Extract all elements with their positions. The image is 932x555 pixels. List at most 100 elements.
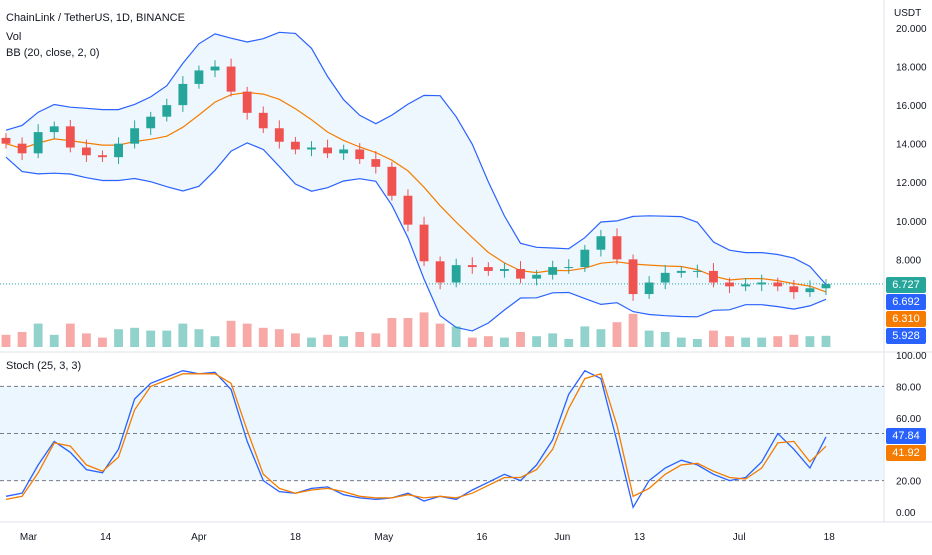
candle-body [805,288,815,293]
bb-upper-line [5,31,827,285]
volume-bar [33,323,43,347]
bb-upper-badge: 6.692 [886,294,926,310]
candle-body [483,267,493,271]
time-tick-label: Apr [191,532,207,543]
candle-body [130,128,140,144]
volume-bar [258,327,268,347]
volume-bar [146,330,156,347]
volume-bar [290,333,300,347]
candle-body [33,132,43,154]
volume-bar [596,329,606,347]
bb-lower-badge: 5.928 [886,328,926,344]
volume-bar [580,326,590,347]
volume-bar [242,323,252,347]
volume-legend[interactable]: Vol [6,31,22,43]
candle-body [371,159,381,167]
candle-body [49,126,59,133]
volume-bar [789,334,799,347]
candle-body [741,284,751,287]
candle-body [81,147,91,156]
candle-body [644,282,654,295]
volume-bar [387,318,397,347]
grid-layer [0,0,932,523]
stoch-tick-label: 60.00 [896,414,921,425]
candle-body [709,270,718,283]
price-tick-label: 20.000 [896,24,927,35]
price-tick-label: 14.000 [896,140,927,151]
candle-body [194,70,204,84]
volume-bar [17,332,27,347]
volume-bar [355,332,365,347]
time-tick-label: Mar [20,532,38,543]
currency-label: USDT [894,8,922,19]
candle-body [210,66,220,71]
candle-body [596,236,606,250]
candle-body [290,141,300,150]
last-price-badge: 6.727 [886,277,926,293]
candle-body [17,143,27,154]
price-tick-label: 12.000 [896,178,927,189]
volume-bar [564,339,574,347]
candle-body [580,249,590,268]
symbol-legend[interactable]: ChainLink / TetherUS, 1D, BINANCE [6,12,185,24]
volume-bar [805,336,815,347]
candle-body [757,282,767,285]
candle-body [323,147,332,154]
volume-bar [628,313,638,347]
volume-bar [210,336,220,347]
candle-body [403,195,413,225]
volume-bar [178,323,188,347]
volume-bar [65,323,75,347]
stochastic-oscillator [5,369,827,509]
stoch-tick-label: 80.00 [896,382,921,393]
candle-body [500,269,509,271]
candle-body [692,270,702,272]
volume-bar [419,312,429,347]
time-tick-label: 16 [476,532,488,543]
candle-body [419,224,429,262]
candle-body [274,128,284,142]
volume-bar [467,337,477,347]
candle-body [98,155,107,158]
volume-bar [532,336,542,347]
candle-body [516,269,525,279]
candle-body [821,283,831,289]
candle-body [258,112,268,129]
volume-bar [773,336,783,347]
price-tick-label: 8.000 [896,255,921,266]
bb-lower-line [5,142,827,332]
stoch-d-line [5,372,827,501]
volume-bar [226,320,236,347]
stoch-legend[interactable]: Stoch (25, 3, 3) [6,360,82,372]
bollinger-legend[interactable]: BB (20, close, 2, 0) [6,47,100,59]
bb-fill [6,32,826,331]
volume-bar [323,334,332,347]
volume-bar [130,327,140,347]
candle-body [451,265,461,283]
candle-body [162,105,172,117]
candle-body [146,116,156,129]
volume-bar [274,329,284,347]
volume-bar [435,323,445,347]
volume-bar [725,336,734,347]
volume-bar [612,322,622,347]
stoch-k-badge: 47.84 [886,428,926,444]
candle-body [789,286,799,293]
candle-body [725,282,734,287]
time-tick-label: May [374,532,393,543]
volume-bar [821,335,831,347]
bb-basis-line [5,91,827,293]
candle-body [242,91,252,113]
stoch-tick-label: 100.00 [896,351,927,362]
time-tick-label: Jun [554,532,570,543]
time-tick-label: Jul [733,532,746,543]
volume-bar [451,326,461,347]
candle-body [467,265,477,268]
candle-body [339,149,349,154]
time-tick-label: 18 [824,532,836,543]
volume-bar [692,339,702,347]
volume-bar [709,330,718,347]
stoch-k-line [5,369,827,509]
